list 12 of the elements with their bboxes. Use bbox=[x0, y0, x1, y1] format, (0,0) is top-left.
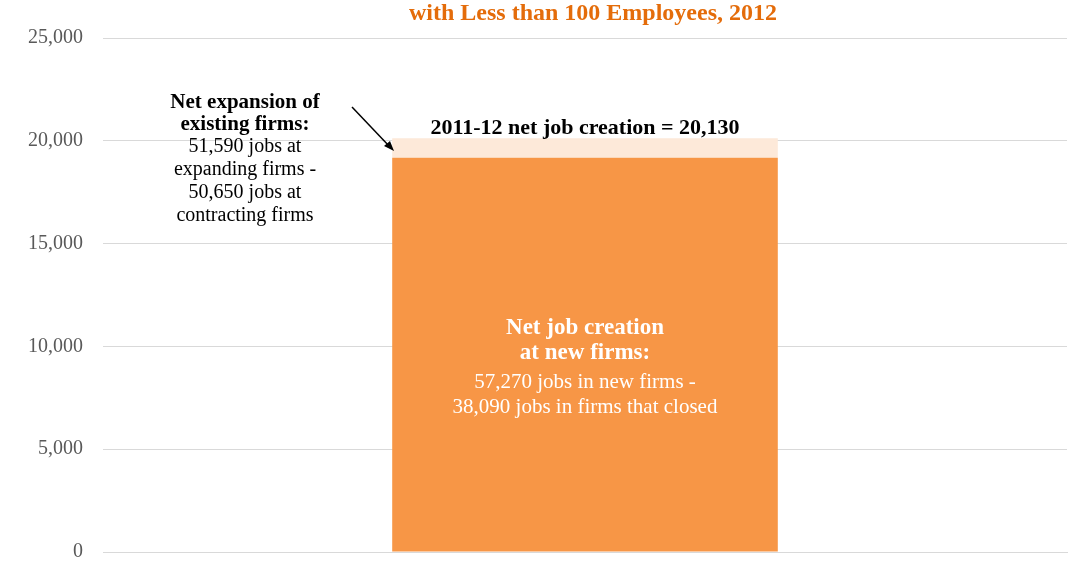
y-tick-label: 20,000 bbox=[28, 128, 83, 151]
y-tick-label: 10,000 bbox=[28, 333, 83, 356]
annotation: 2011-12 net job creation = 20,130 bbox=[430, 113, 740, 139]
y-tick-label: 25,000 bbox=[28, 25, 83, 48]
y-tick-label: 5,000 bbox=[38, 436, 83, 459]
annotation: 57,270 jobs in new firms - 38,090 jobs in firms that closed bbox=[452, 368, 718, 418]
annotation: 51,590 jobs at expanding firms - 50,650 jobs at contracting firms bbox=[173, 134, 317, 227]
y-tick-label: 0 bbox=[73, 539, 83, 562]
chart-title: with Less than 100 Employees, 2012 bbox=[408, 0, 778, 26]
annotation: Net job creation at new firms: bbox=[506, 313, 665, 364]
y-tick-label: 15,000 bbox=[28, 230, 83, 253]
annotation: Net expansion of existing firms: bbox=[170, 89, 321, 136]
